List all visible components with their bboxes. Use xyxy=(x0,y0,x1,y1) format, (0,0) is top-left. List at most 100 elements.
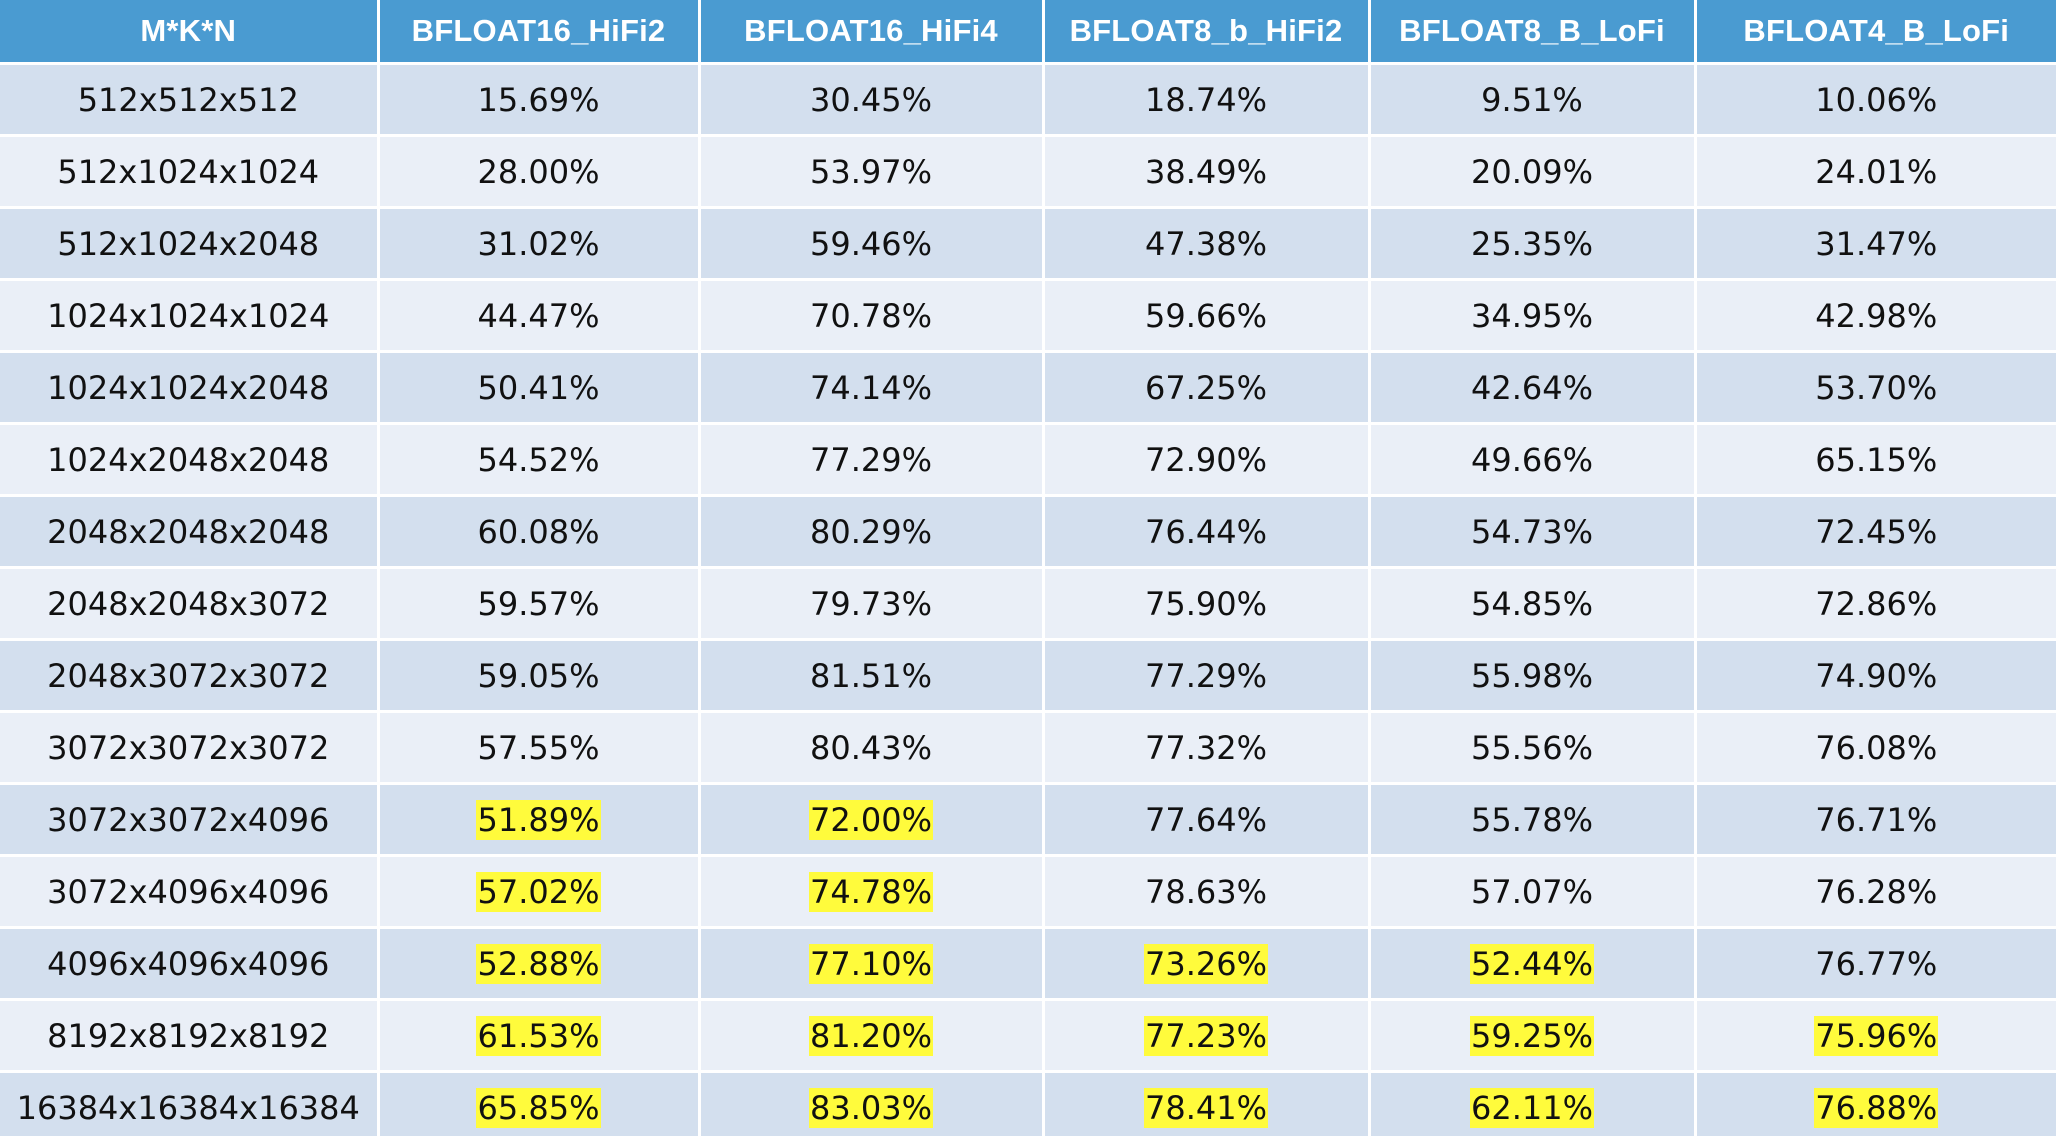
value-text: 55.56% xyxy=(1470,728,1593,767)
highlighted-value: 65.85% xyxy=(476,1087,601,1128)
value-cell: 65.85% xyxy=(378,1071,701,1136)
value-text: 44.47% xyxy=(477,296,600,335)
value-cell: 79.73% xyxy=(699,567,1045,641)
value-text: 77.29% xyxy=(1144,656,1267,695)
value-cell: 55.56% xyxy=(1369,711,1697,785)
value-cell: 31.47% xyxy=(1695,207,2056,281)
value-text: 78.63% xyxy=(1144,872,1267,911)
value-text: 77.64% xyxy=(1144,800,1267,839)
value-cell: 59.05% xyxy=(378,639,701,713)
value-text: 30.45% xyxy=(809,80,932,119)
table-row: 2048x2048x2048 60.08% 80.29% 76.44% 54.73% 72… xyxy=(0,495,2056,569)
table-row: 512x1024x1024 28.00% 53.97% 38.49% 20.09% 24.… xyxy=(0,135,2056,209)
value-cell: 10.06% xyxy=(1695,63,2056,137)
table-row: 512x1024x2048 31.02% 59.46% 47.38% 25.35% 31.… xyxy=(0,207,2056,281)
value-cell: 76.88% xyxy=(1695,1071,2056,1136)
value-text: 80.43% xyxy=(809,728,932,767)
value-cell: 74.14% xyxy=(699,351,1045,425)
shape-cell: 1024x2048x2048 xyxy=(0,423,380,497)
value-cell: 77.29% xyxy=(699,423,1045,497)
value-cell: 75.96% xyxy=(1695,999,2056,1073)
value-cell: 81.51% xyxy=(699,639,1045,713)
table-row: 1024x1024x1024 44.47% 70.78% 59.66% 34.95% 42… xyxy=(0,279,2056,353)
value-cell: 72.00% xyxy=(699,783,1045,857)
value-cell: 59.25% xyxy=(1369,999,1697,1073)
value-text: 57.55% xyxy=(477,728,600,767)
value-cell: 54.85% xyxy=(1369,567,1697,641)
highlighted-value: 52.44% xyxy=(1469,943,1594,984)
value-text: 74.90% xyxy=(1815,656,1938,695)
highlighted-value: 52.88% xyxy=(476,943,601,984)
value-text: 79.73% xyxy=(809,584,932,623)
value-cell: 60.08% xyxy=(378,495,701,569)
value-cell: 54.73% xyxy=(1369,495,1697,569)
value-text: 72.86% xyxy=(1815,584,1938,623)
value-cell: 42.98% xyxy=(1695,279,2056,353)
shape-cell: 2048x2048x3072 xyxy=(0,567,380,641)
highlighted-value: 59.25% xyxy=(1469,1015,1594,1056)
value-cell: 52.44% xyxy=(1369,927,1697,1001)
shape-cell: 1024x1024x1024 xyxy=(0,279,380,353)
value-cell: 44.47% xyxy=(378,279,701,353)
table-row: 3072x3072x3072 57.55% 80.43% 77.32% 55.56% 76… xyxy=(0,711,2056,785)
value-cell: 55.78% xyxy=(1369,783,1697,857)
value-text: 59.46% xyxy=(809,224,932,263)
value-cell: 76.71% xyxy=(1695,783,2056,857)
table-row: 1024x2048x2048 54.52% 77.29% 72.90% 49.66% 65… xyxy=(0,423,2056,497)
value-text: 75.90% xyxy=(1144,584,1267,623)
value-cell: 51.89% xyxy=(378,783,701,857)
value-cell: 74.78% xyxy=(699,855,1045,929)
shape-cell: 8192x8192x8192 xyxy=(0,999,380,1073)
table-row: 16384x16384x16384 65.85% 83.03% 78.41% 62.11… xyxy=(0,1071,2056,1136)
value-cell: 76.28% xyxy=(1695,855,2056,929)
value-cell: 52.88% xyxy=(378,927,701,1001)
value-text: 31.47% xyxy=(1815,224,1938,263)
value-cell: 74.90% xyxy=(1695,639,2056,713)
value-text: 81.51% xyxy=(809,656,932,695)
value-text: 65.15% xyxy=(1815,440,1938,479)
shape-cell: 512x512x512 xyxy=(0,63,380,137)
value-text: 28.00% xyxy=(477,152,600,191)
value-cell: 77.10% xyxy=(699,927,1045,1001)
value-text: 54.85% xyxy=(1470,584,1593,623)
value-text: 76.44% xyxy=(1144,512,1267,551)
value-text: 74.14% xyxy=(809,368,932,407)
highlighted-value: 78.41% xyxy=(1143,1087,1268,1128)
value-cell: 80.43% xyxy=(699,711,1045,785)
value-cell: 57.02% xyxy=(378,855,701,929)
value-text: 76.28% xyxy=(1815,872,1938,911)
value-text: 53.97% xyxy=(809,152,932,191)
value-text: 50.41% xyxy=(477,368,600,407)
value-text: 77.29% xyxy=(809,440,932,479)
value-text: 55.98% xyxy=(1470,656,1593,695)
table-row: 2048x2048x3072 59.57% 79.73% 75.90% 54.85% 72… xyxy=(0,567,2056,641)
value-cell: 42.64% xyxy=(1369,351,1697,425)
value-cell: 49.66% xyxy=(1369,423,1697,497)
shape-cell: 3072x4096x4096 xyxy=(0,855,380,929)
highlighted-value: 75.96% xyxy=(1814,1015,1939,1056)
value-cell: 25.35% xyxy=(1369,207,1697,281)
highlighted-value: 73.26% xyxy=(1143,943,1268,984)
value-text: 38.49% xyxy=(1144,152,1267,191)
table-row: 3072x4096x4096 57.02% 74.78% 78.63% 57.07% 76… xyxy=(0,855,2056,929)
value-text: 59.57% xyxy=(477,584,600,623)
table-row: 512x512x512 15.69% 30.45% 18.74% 9.51% 10.06% xyxy=(0,63,2056,137)
highlighted-value: 51.89% xyxy=(476,799,601,840)
value-text: 15.69% xyxy=(477,80,600,119)
header-row: M*K*N BFLOAT16_HiFi2 BFLOAT16_HiFi4 BFLO… xyxy=(0,0,2056,65)
value-cell: 73.26% xyxy=(1043,927,1371,1001)
highlighted-value: 61.53% xyxy=(476,1015,601,1056)
value-cell: 34.95% xyxy=(1369,279,1697,353)
value-text: 53.70% xyxy=(1815,368,1938,407)
highlighted-value: 72.00% xyxy=(808,799,933,840)
shape-cell: 2048x2048x2048 xyxy=(0,495,380,569)
value-cell: 54.52% xyxy=(378,423,701,497)
value-cell: 24.01% xyxy=(1695,135,2056,209)
highlighted-value: 77.10% xyxy=(808,943,933,984)
shape-cell: 16384x16384x16384 xyxy=(0,1071,380,1136)
value-cell: 76.77% xyxy=(1695,927,2056,1001)
value-text: 10.06% xyxy=(1815,80,1938,119)
value-text: 60.08% xyxy=(477,512,600,551)
value-cell: 9.51% xyxy=(1369,63,1697,137)
value-cell: 57.07% xyxy=(1369,855,1697,929)
